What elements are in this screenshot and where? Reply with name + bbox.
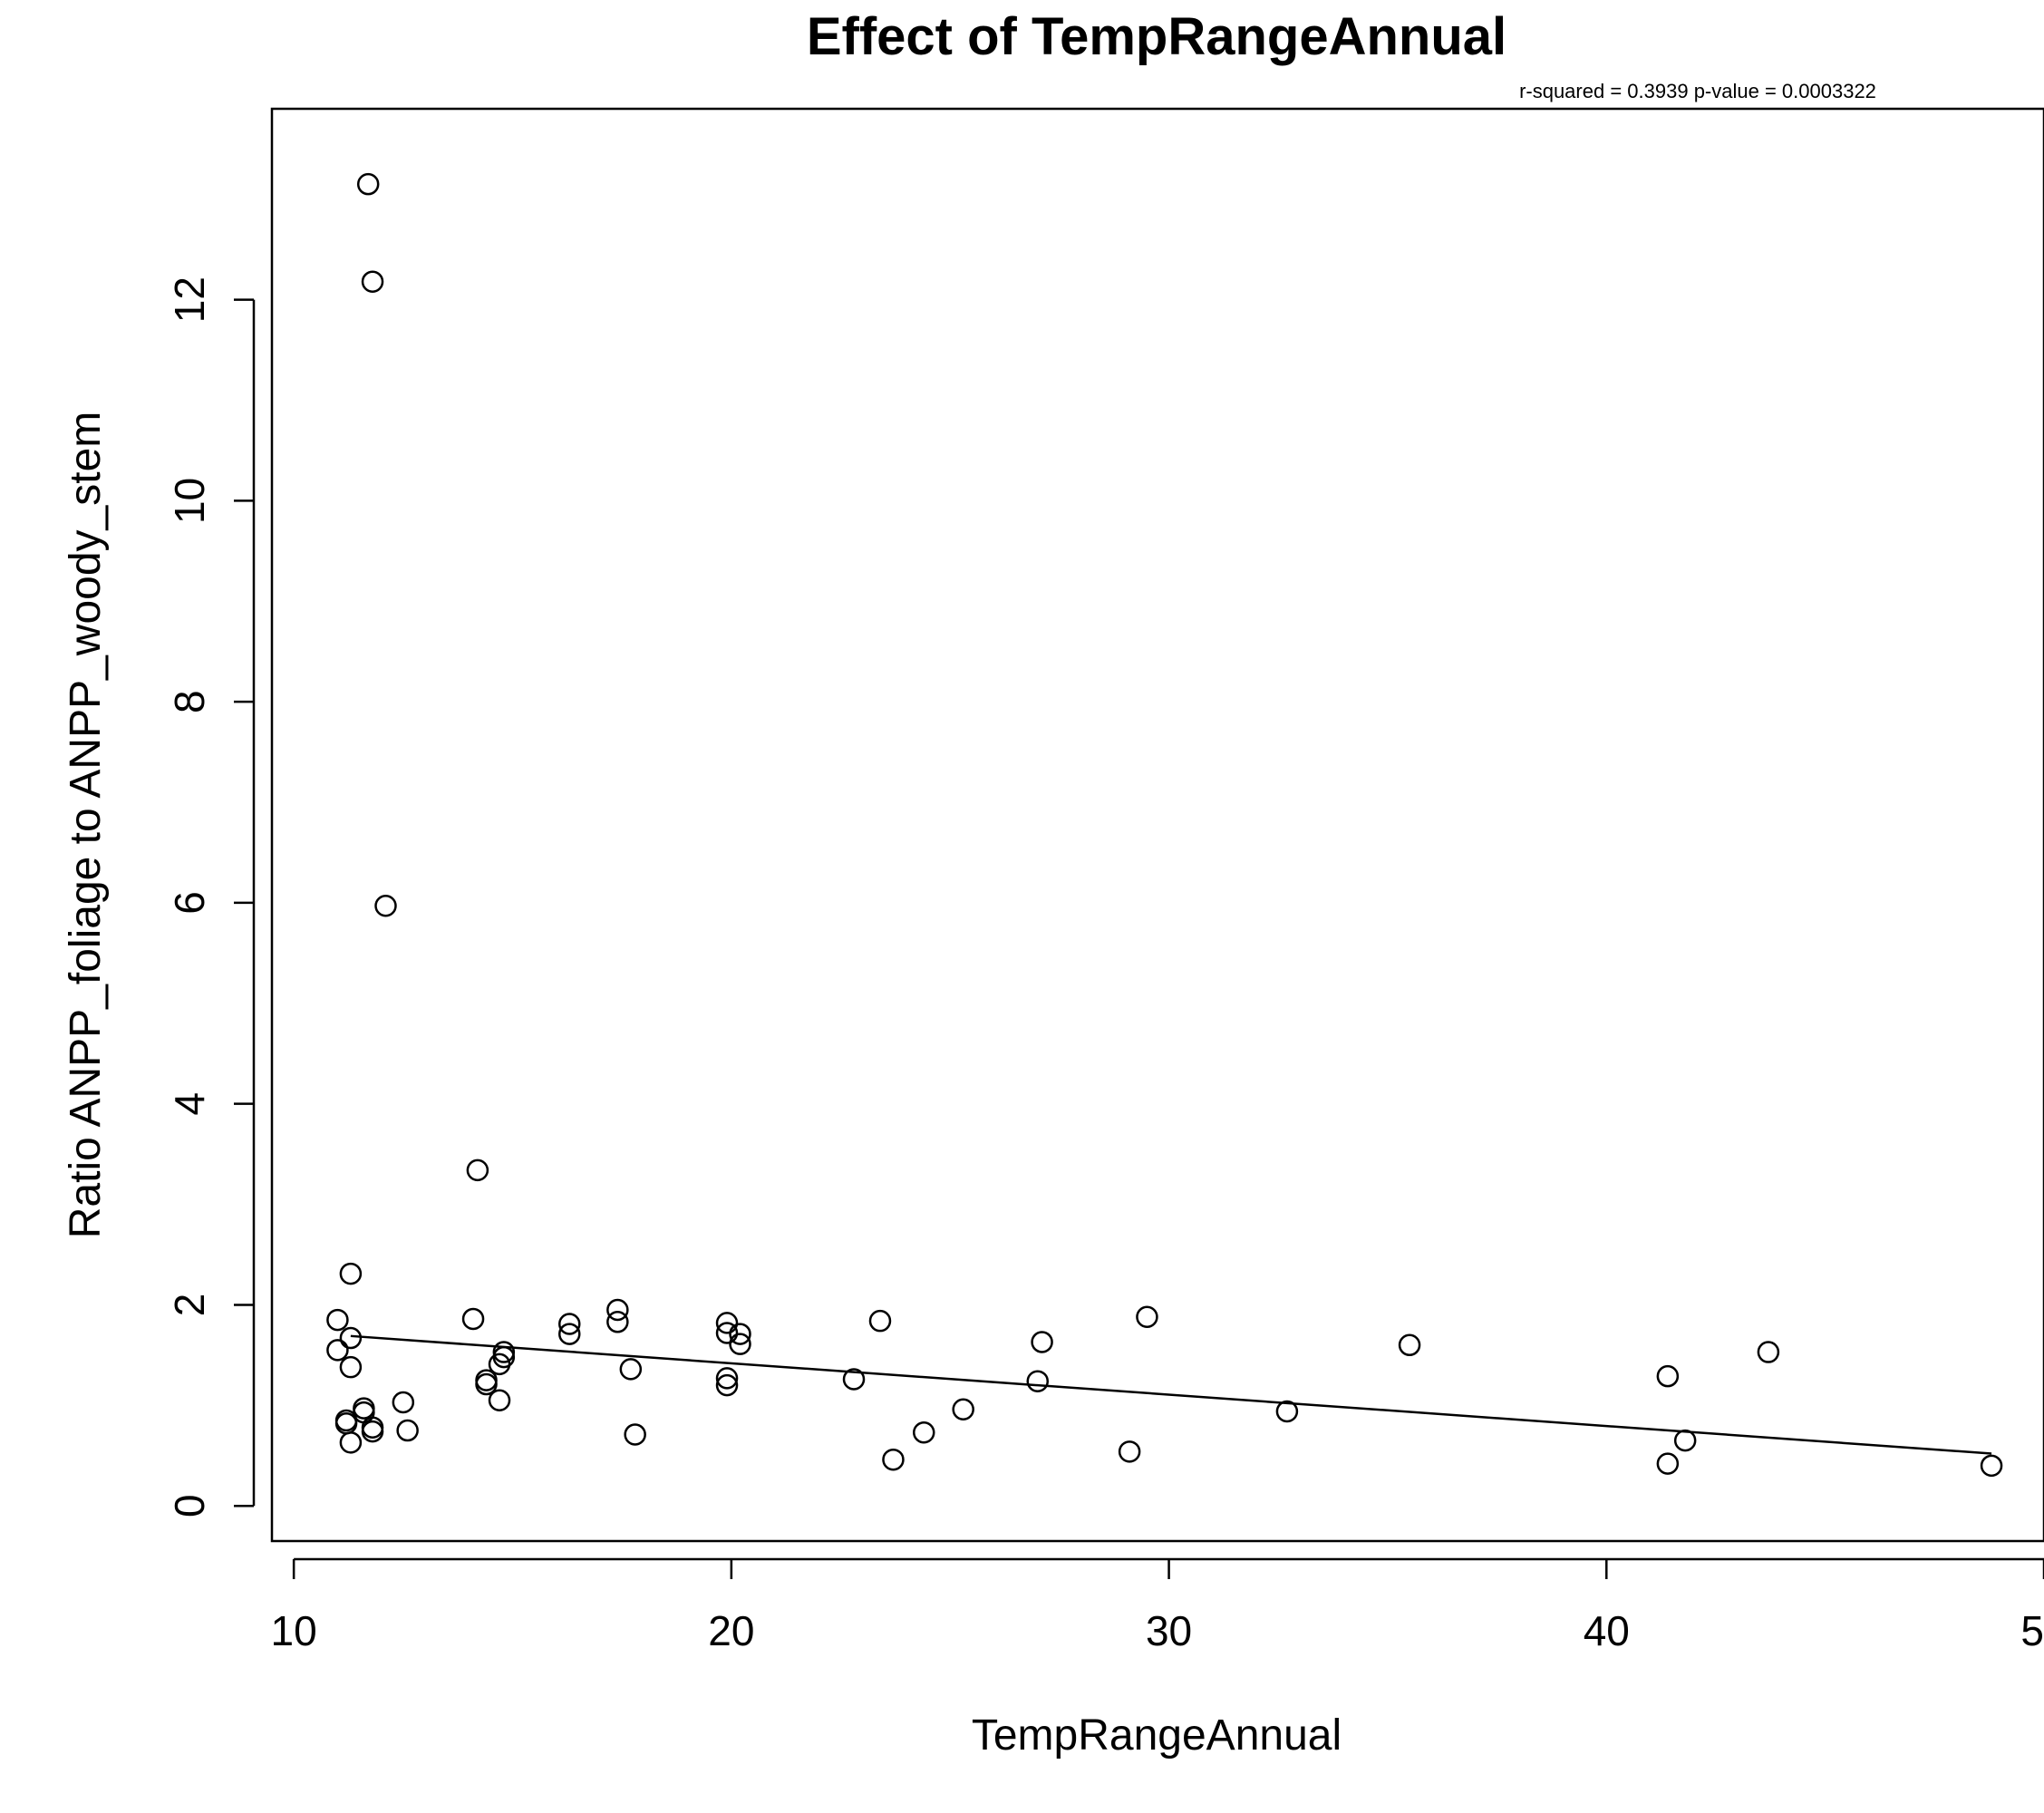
data-point (729, 1333, 751, 1355)
data-point (606, 1311, 629, 1333)
x-axis-label: TempRangeAnnual (972, 1711, 1342, 1760)
x-tick-label: 40 (1584, 1607, 1630, 1654)
data-point (619, 1358, 643, 1381)
data-point (1757, 1341, 1780, 1363)
chart-title: Effect of TempRangeAnnual (807, 7, 1506, 66)
y-axis: 0 2 4 6 8 10 12 (166, 276, 256, 1517)
data-point (606, 1298, 629, 1322)
data-point (952, 1398, 974, 1421)
regression-line (350, 1334, 1992, 1455)
data-point (1031, 1331, 1053, 1353)
data-point (1275, 1400, 1299, 1423)
data-point (339, 1431, 363, 1454)
data-point (1673, 1429, 1697, 1452)
x-axis: 10 20 30 40 50 (271, 1557, 2044, 1654)
data-point (1136, 1305, 1158, 1328)
y-tick-label: 12 (166, 276, 213, 323)
y-tick-label: 0 (166, 1494, 213, 1517)
x-tick-label: 20 (708, 1607, 754, 1654)
data-point (361, 270, 384, 293)
regression-layer (350, 1334, 1992, 1455)
data-point (488, 1352, 511, 1376)
y-tick-label: 10 (166, 478, 213, 524)
y-axis-label: Ratio ANPP_foliage to ANPP_woody_stem (62, 412, 110, 1239)
data-point (356, 172, 380, 196)
data-point (492, 1341, 516, 1363)
data-point (1656, 1364, 1680, 1388)
x-tick-label: 10 (271, 1607, 317, 1654)
data-point (488, 1389, 511, 1412)
y-tick-label: 6 (166, 891, 213, 915)
y-tick-label: 4 (166, 1092, 213, 1116)
data-point (624, 1423, 646, 1446)
data-point (557, 1313, 581, 1335)
data-point (1656, 1452, 1680, 1475)
x-tick-label: 30 (1146, 1607, 1192, 1654)
data-point (374, 895, 397, 917)
data-point (326, 1308, 349, 1332)
points-layer (326, 172, 2003, 1478)
data-point (715, 1322, 739, 1344)
data-point (492, 1345, 516, 1369)
data-point (1980, 1454, 2003, 1478)
data-point (715, 1367, 739, 1390)
data-point (557, 1323, 581, 1345)
data-point (715, 1312, 739, 1334)
data-point (882, 1448, 905, 1471)
data-point (466, 1159, 489, 1182)
data-point (842, 1368, 866, 1391)
data-point (912, 1421, 935, 1444)
data-point (339, 1262, 363, 1285)
data-point (392, 1391, 415, 1414)
x-tick-label: 50 (2020, 1607, 2044, 1654)
data-point (461, 1307, 485, 1331)
plot-frame (270, 107, 2044, 1543)
data-point (326, 1339, 349, 1362)
data-point (339, 1326, 363, 1350)
data-point (339, 1355, 363, 1379)
data-point (396, 1419, 419, 1442)
data-point (1398, 1333, 1421, 1357)
data-point (715, 1373, 739, 1397)
chart-subtitle: r-squared = 0.3939 p-value = 0.0003322 (1519, 80, 1876, 102)
data-point (868, 1309, 892, 1333)
data-point (729, 1323, 751, 1345)
y-tick-label: 8 (166, 690, 213, 713)
data-point (1118, 1440, 1141, 1463)
data-point (1026, 1370, 1050, 1392)
data-point (361, 1420, 384, 1443)
y-tick-label: 2 (166, 1294, 213, 1317)
data-point (475, 1372, 498, 1396)
